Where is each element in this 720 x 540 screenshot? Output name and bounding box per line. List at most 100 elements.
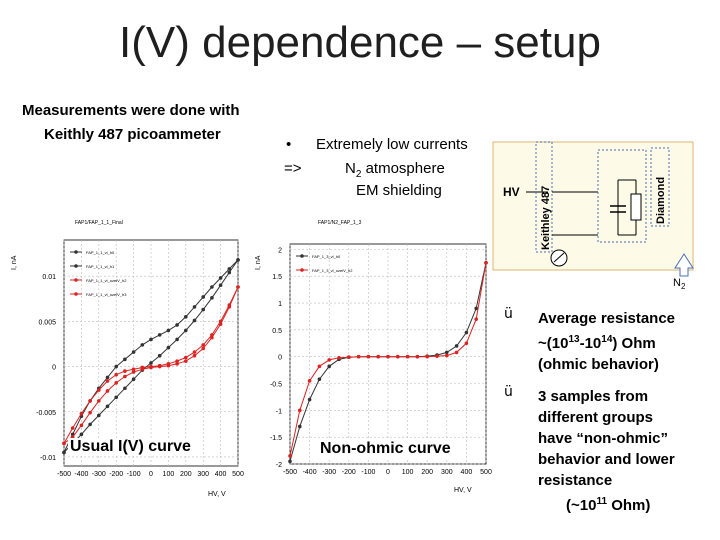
data-point	[227, 305, 232, 309]
x-tick-label: 400	[215, 471, 227, 478]
data-point	[236, 285, 240, 289]
data-point	[192, 305, 197, 309]
data-point	[149, 365, 153, 370]
data-point	[376, 354, 380, 359]
chart2-title: FAP1/N2_FAP_1_3	[318, 220, 362, 226]
keithley-box	[535, 141, 553, 253]
data-point	[327, 358, 331, 362]
finding2-line2: different groups	[538, 409, 653, 426]
legend-marker	[74, 292, 78, 296]
x-tick-label: -400	[303, 469, 317, 476]
data-point	[201, 295, 205, 299]
data-point	[236, 258, 240, 262]
x-tick-label: 300	[197, 471, 209, 478]
x-tick-label: 100	[163, 471, 175, 478]
atmosphere-word: atmosphere	[365, 160, 445, 177]
data-point	[131, 370, 136, 374]
x-tick-label: 500	[232, 471, 244, 478]
data-point	[192, 353, 197, 358]
y-tick-label: 0.005	[38, 319, 56, 326]
y-tick-label: -0.5	[270, 382, 282, 389]
data-point	[454, 344, 459, 348]
legend-marker	[74, 264, 78, 268]
n2-letter: N	[345, 160, 356, 177]
condition-low-currents: Extremely low currents	[316, 136, 468, 153]
x-tick-label: 500	[480, 469, 492, 476]
chart1-ylabel: I, nA	[11, 255, 18, 270]
data-point	[425, 354, 429, 359]
finding2-line1: 3 samples from	[538, 388, 649, 405]
resistor	[630, 193, 642, 221]
chart2-xlabel: HV, V	[454, 487, 472, 494]
data-point	[157, 333, 162, 337]
finding2-line6: (~1011 Ohm)	[566, 496, 651, 514]
data-point	[105, 404, 110, 409]
data-point	[123, 374, 127, 379]
slide-title: I(V) dependence – setup	[119, 18, 601, 67]
x-tick-label: 100	[402, 469, 414, 476]
condition-n2-atmosphere: N2 atmosphere	[345, 160, 445, 180]
data-point	[123, 369, 127, 373]
data-point	[140, 343, 145, 347]
y-tick-label: -1.5	[270, 435, 282, 442]
x-tick-label: 400	[461, 469, 473, 476]
data-point	[175, 359, 179, 363]
data-point	[149, 337, 153, 342]
data-point	[192, 318, 197, 323]
intro-line-1: Measurements were done with	[22, 102, 240, 119]
data-point	[210, 335, 214, 340]
legend-entry: FAP_1_3_vl_h0	[312, 254, 341, 259]
chart2-caption: Non-ohmic curve	[318, 440, 453, 458]
data-point	[464, 330, 469, 335]
data-point	[114, 364, 118, 369]
y-tick-label: 0	[52, 365, 56, 372]
y-tick-label: -0.005	[36, 410, 56, 417]
data-point	[166, 345, 171, 350]
data-point	[201, 307, 205, 312]
chart1-caption: Usual I(V) curve	[68, 438, 193, 456]
data-point	[474, 306, 478, 311]
data-point	[227, 270, 232, 275]
data-point	[149, 361, 153, 365]
data-point	[454, 350, 459, 355]
x-tick-label: -300	[92, 471, 106, 478]
legend-marker	[74, 250, 78, 254]
data-point	[298, 408, 302, 413]
data-point	[405, 354, 410, 359]
n2-diagram-label: N2	[673, 277, 686, 290]
data-point	[366, 354, 371, 359]
data-point	[175, 337, 179, 342]
legend-entry: FAP_1_1_vl_h1	[86, 264, 115, 269]
data-point	[184, 355, 188, 360]
keithley-label: Keithley 487	[540, 186, 552, 250]
data-point	[218, 283, 223, 287]
data-point	[307, 397, 312, 402]
finding2-line3: have “non-ohmic”	[538, 430, 669, 447]
arrow-marker: =>	[284, 160, 302, 177]
data-point	[175, 362, 179, 366]
data-point	[105, 375, 110, 380]
data-point	[445, 350, 449, 355]
data-point	[218, 276, 223, 280]
data-point	[105, 389, 110, 393]
data-point	[131, 350, 136, 354]
finding1-line3: (ohmic behavior)	[538, 356, 659, 373]
legend-entry: FAP_1_1_vl_ozelV_h3	[86, 292, 127, 297]
data-point	[396, 354, 400, 359]
y-tick-label: 0.5	[272, 328, 282, 335]
data-point	[210, 285, 214, 289]
data-point	[474, 317, 478, 321]
legend-marker	[300, 268, 304, 272]
data-point	[484, 260, 488, 265]
data-point	[337, 355, 341, 360]
finding1-line1: Average resistance	[538, 310, 676, 327]
x-tick-label: -500	[57, 471, 71, 478]
check-icon-2: ü	[504, 384, 513, 400]
bullet-marker: •	[286, 136, 292, 153]
x-tick-label: 200	[421, 469, 433, 476]
legend-entry: FAP_1_3_vl_ozelV_h2	[312, 268, 353, 273]
data-point	[70, 435, 75, 439]
y-tick-label: -1	[276, 408, 282, 415]
data-point	[97, 399, 101, 403]
y-tick-label: 0	[278, 355, 282, 362]
